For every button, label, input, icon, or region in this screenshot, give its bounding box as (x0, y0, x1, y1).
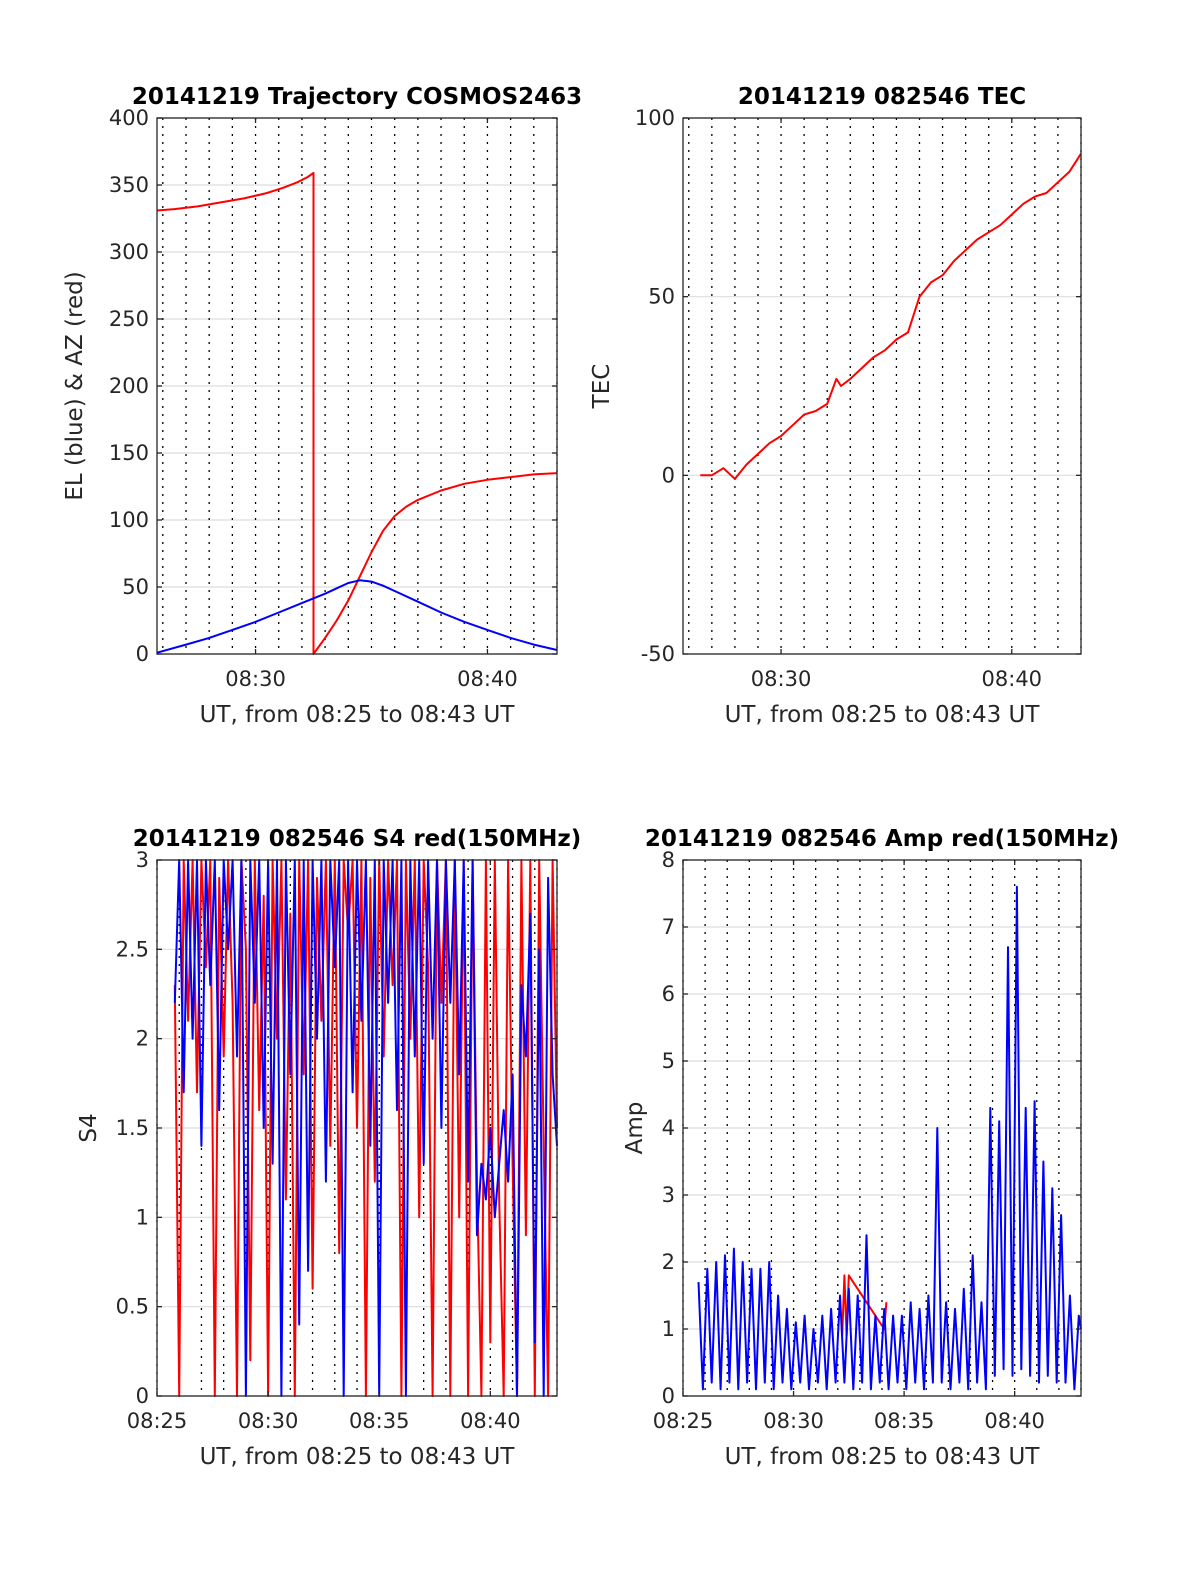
y-axis-label: TEC (589, 364, 615, 410)
y-tick-label: 100 (109, 508, 149, 532)
chart-title: 20141219 Trajectory COSMOS2463 (132, 84, 582, 110)
y-tick-label: 0 (662, 463, 675, 487)
y-tick-label: 2 (662, 1250, 675, 1274)
y-tick-label: 1 (136, 1205, 149, 1229)
y-tick-label: -50 (641, 642, 675, 666)
x-tick-label: 08:40 (982, 667, 1043, 691)
x-tick-label: 08:35 (349, 1409, 410, 1433)
x-axis-label: UT, from 08:25 to 08:43 UT (725, 702, 1041, 728)
x-tick-label: 08:40 (984, 1409, 1045, 1433)
y-tick-label: 3 (662, 1183, 675, 1207)
y-tick-label: 100 (635, 106, 675, 130)
y-tick-label: 3 (136, 848, 149, 872)
y-axis-label: Amp (622, 1102, 648, 1155)
y-tick-label: 2.5 (116, 937, 149, 961)
traj-chart: 0 50 100 150 200 250 300 350 400 08:30 08:40 201412… (62, 84, 582, 728)
y-tick-label: 50 (122, 575, 149, 599)
x-tick-label: 08:40 (457, 667, 518, 691)
series-line-2 (697, 885, 1082, 1391)
x-tick-label: 08:35 (874, 1409, 935, 1433)
y-tick-label: 0 (136, 1384, 149, 1408)
y-tick-label: 0 (136, 642, 149, 666)
y-axis-label: S4 (76, 1113, 102, 1142)
y-tick-label: 2 (136, 1027, 149, 1051)
series-line-2 (156, 579, 558, 654)
y-tick-label: 0 (662, 1384, 675, 1408)
x-tick-label: 08:25 (127, 1409, 188, 1433)
x-tick-label: 08:25 (653, 1409, 714, 1433)
y-axis-label: EL (blue) & AZ (red) (62, 271, 88, 500)
y-tick-label: 0.5 (116, 1295, 149, 1319)
y-tick-label: 200 (109, 374, 149, 398)
y-tick-label: 300 (109, 240, 149, 264)
y-tick-label: 50 (648, 285, 675, 309)
y-tick-label: 150 (109, 441, 149, 465)
x-axis-label: UT, from 08:25 to 08:43 UT (200, 1444, 516, 1470)
x-axis-label: UT, from 08:25 to 08:43 UT (200, 702, 516, 728)
amp-chart: 0 1 2 3 4 5 6 7 8 08:25 08:30 08:35 08:40 20141219 08… (622, 826, 1119, 1470)
y-tick-label: 4 (662, 1116, 675, 1140)
chart-title: 20141219 082546 Amp red(150MHz) (645, 826, 1119, 852)
chart-title: 20141219 082546 TEC (738, 84, 1026, 110)
axes-box (682, 117, 1082, 655)
series-line-1 (156, 171, 558, 655)
x-axis-label: UT, from 08:25 to 08:43 UT (725, 1444, 1041, 1470)
y-tick-label: 1.5 (116, 1116, 149, 1140)
chart-title: 20141219 082546 S4 red(150MHz) (133, 826, 582, 852)
y-tick-label: 8 (662, 848, 675, 872)
y-tick-label: 250 (109, 307, 149, 331)
x-tick-label: 08:40 (460, 1409, 521, 1433)
s4-chart: 0 0.5 1 1.5 2 2.5 3 08:25 08:30 08:35 08:40 2014121… (76, 826, 581, 1470)
y-tick-label: 400 (109, 106, 149, 130)
y-tick-label: 5 (662, 1049, 675, 1073)
y-tick-label: 350 (109, 173, 149, 197)
x-tick-label: 08:30 (763, 1409, 824, 1433)
y-tick-label: 6 (662, 982, 675, 1006)
series-line-1 (700, 153, 1082, 480)
x-tick-label: 08:30 (225, 667, 286, 691)
y-tick-label: 1 (662, 1317, 675, 1341)
x-tick-label: 08:30 (751, 667, 812, 691)
y-tick-label: 7 (662, 915, 675, 939)
x-tick-label: 08:30 (238, 1409, 299, 1433)
tec-chart: -50 0 50 100 08:30 08:40 20141219 082546 TEC UT… (589, 84, 1082, 728)
